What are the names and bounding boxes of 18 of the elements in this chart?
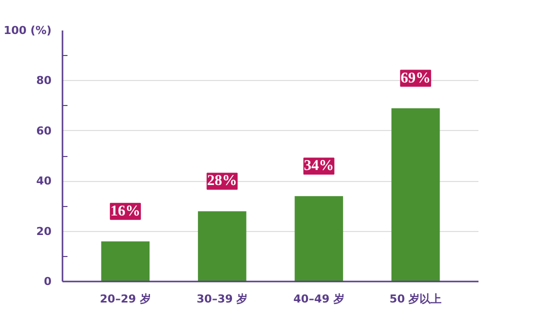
bar [391,108,440,282]
x-tick-label: 20–29 岁 [100,292,151,306]
data-label: 69% [400,70,431,86]
y-tick-label: 40 [36,174,52,188]
data-label: 34% [304,158,334,174]
x-tick-label: 30–39 岁 [196,292,248,306]
x-tick-label: 40–49 岁 [293,292,344,306]
data-label: 16% [110,203,140,220]
y-tick-label: 100 (%) [4,24,52,37]
y-tick-label: 20 [36,224,52,238]
x-tick-label: 50 岁以上 [390,292,442,306]
bar [198,211,246,282]
y-tick-label: 60 [36,124,52,138]
data-label: 28% [207,173,238,190]
y-tick-label: 80 [36,74,52,88]
bar [294,196,344,282]
y-tick-label: 0 [44,275,52,288]
bar [101,241,150,282]
